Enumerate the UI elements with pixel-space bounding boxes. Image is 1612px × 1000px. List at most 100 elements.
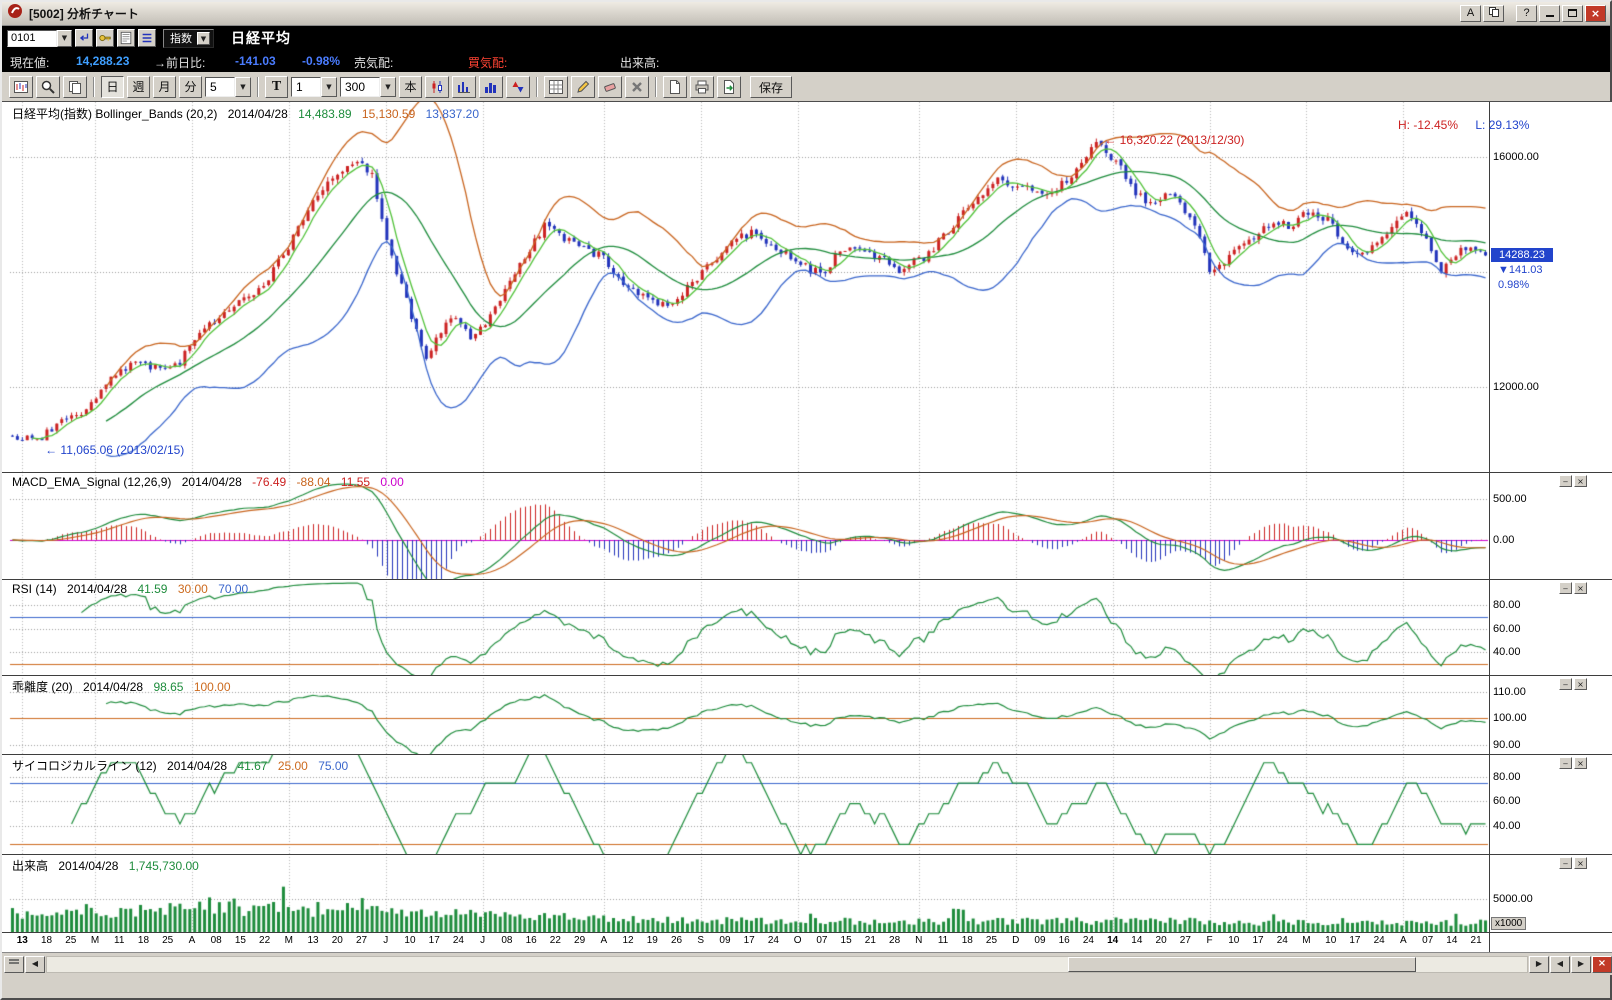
chart-settings-icon-button[interactable]: [9, 75, 33, 98]
draw-pencil-button[interactable]: [571, 75, 595, 98]
y-axis-label: 500.00: [1493, 492, 1527, 505]
magnifier-icon: [41, 80, 55, 94]
market-type-select[interactable]: 指数 ▼: [163, 28, 214, 48]
x-axis-label: 12: [622, 935, 634, 946]
bar-chart-style-button[interactable]: [452, 75, 476, 98]
panel-separator: [2, 754, 1612, 755]
maximize-button[interactable]: [1562, 5, 1583, 22]
period-minute-button[interactable]: 分: [179, 75, 202, 98]
x-axis-label: 17: [428, 935, 440, 946]
copy-image-button[interactable]: [663, 75, 687, 98]
interval-select[interactable]: 1 ▼: [291, 76, 337, 97]
copy-chart-icon-button[interactable]: [63, 75, 87, 98]
panel-close-button[interactable]: ×: [1574, 678, 1587, 690]
x-axis-label: 11: [937, 935, 949, 946]
period-week-button[interactable]: 週: [127, 75, 150, 98]
font-size-button[interactable]: A: [1460, 5, 1481, 22]
panel-minimize-button[interactable]: –: [1559, 475, 1572, 487]
x-axis-label: 25: [162, 935, 174, 946]
page-icon: [670, 79, 680, 94]
x-axis-label: 20: [1155, 935, 1167, 946]
period-day-button[interactable]: 日: [101, 75, 124, 98]
volume-chart-canvas[interactable]: [2, 854, 1489, 932]
rsi-chart-canvas[interactable]: [2, 579, 1489, 675]
pages-icon: [69, 80, 81, 94]
x-axis-label: 13: [16, 935, 28, 946]
x-axis-label: 08: [210, 935, 222, 946]
key-icon-button[interactable]: [96, 29, 114, 47]
panel-close-button[interactable]: ×: [1574, 857, 1587, 869]
symbol-code-input[interactable]: [7, 29, 57, 47]
enter-icon-button[interactable]: [75, 29, 93, 47]
macd-hist-value: 11.55: [340, 475, 371, 489]
bar-count-select[interactable]: 300 ▼: [340, 76, 396, 97]
panel-close-button[interactable]: ×: [1574, 757, 1587, 769]
zoom-icon-button[interactable]: [36, 75, 60, 98]
eraser-button[interactable]: [598, 75, 622, 98]
panel-close-button[interactable]: ×: [1574, 582, 1587, 594]
x-axis-label: 15: [234, 935, 246, 946]
scroll-grip-button[interactable]: [4, 955, 24, 973]
x-axis-label: 16: [525, 935, 537, 946]
minute-interval-select[interactable]: 5 ▼: [205, 76, 251, 97]
x-axis-label: 27: [355, 935, 368, 946]
panel-minimize-button[interactable]: –: [1559, 678, 1572, 690]
y-axis-label: 80.00: [1493, 599, 1521, 612]
dropdown-arrow-icon[interactable]: ▼: [321, 76, 337, 97]
dropdown-arrow-icon[interactable]: ▼: [380, 76, 396, 97]
macd-panel-controls: – ×: [1559, 475, 1587, 487]
low-percent-label: L: 29.13%: [1475, 118, 1530, 132]
minimize-button[interactable]: [1539, 5, 1560, 22]
scrollbar-track[interactable]: [46, 955, 1528, 973]
panel-minimize-button[interactable]: –: [1559, 757, 1572, 769]
scroll-right-button[interactable]: ▶: [1529, 955, 1549, 973]
x-axis-label: 29: [574, 935, 586, 946]
list-icon-button[interactable]: [138, 29, 156, 47]
y-axis-label: 16000.00: [1493, 150, 1539, 163]
main-panel-title: 日経平均(指数) Bollinger_Bands (20,2): [12, 107, 218, 121]
print-button[interactable]: [690, 75, 714, 98]
x-axis-label: 09: [719, 935, 731, 946]
code-dropdown-button[interactable]: ▼: [57, 29, 72, 47]
page-left-button[interactable]: ◀: [1550, 955, 1570, 973]
x-axis-label: M: [90, 935, 100, 946]
memo-icon-button[interactable]: [117, 29, 135, 47]
grid-toggle-button[interactable]: [544, 75, 568, 98]
macd-chart-canvas[interactable]: [2, 472, 1489, 579]
x-axis-label: 17: [1252, 935, 1264, 946]
x-axis-label: 21: [864, 935, 876, 946]
histogram-style-button[interactable]: [479, 75, 503, 98]
y-axis-label: 40.00: [1493, 646, 1521, 659]
title-bar[interactable]: [5002] 分析チャート A ? ×: [2, 2, 1610, 26]
period-month-button[interactable]: 月: [153, 75, 176, 98]
delete-drawings-button[interactable]: [625, 75, 649, 98]
save-button[interactable]: 保存: [750, 75, 793, 98]
help-button[interactable]: ?: [1516, 5, 1537, 22]
panel-minimize-button[interactable]: –: [1559, 857, 1572, 869]
candlestick-style-button[interactable]: [425, 75, 449, 98]
app-logo-icon: [7, 3, 23, 24]
updown-arrows-button[interactable]: [506, 75, 530, 98]
x-axis: 13 18 25 M 11 18 25 A 08 15 22 M 13 20 27 J 10 17 24 J 08 16 2…: [2, 935, 1612, 952]
x-axis-label: 10: [404, 935, 416, 946]
x-axis-label: 15: [840, 935, 852, 946]
psychological-chart-canvas[interactable]: [2, 754, 1489, 854]
close-button[interactable]: ×: [1585, 5, 1606, 22]
scrollbar-thumb[interactable]: [1068, 956, 1416, 972]
bars-unit-button[interactable]: 本: [399, 75, 422, 98]
scroll-left-button[interactable]: ◀: [25, 955, 45, 973]
export-button[interactable]: [717, 75, 741, 98]
close-chart-button[interactable]: ×: [1592, 955, 1612, 973]
bar-chart-icon: [458, 81, 470, 93]
x-axis-label: A: [1400, 935, 1407, 946]
window-copy-icon-button[interactable]: [1483, 5, 1504, 22]
change-label: →前日比:: [154, 56, 206, 70]
x-axis-label: J: [383, 935, 389, 946]
text-tool-button[interactable]: T: [265, 75, 288, 98]
panel-minimize-button[interactable]: –: [1559, 582, 1572, 594]
main-price-chart-canvas[interactable]: [2, 102, 1489, 472]
panel-close-button[interactable]: ×: [1574, 475, 1587, 487]
page-right-button[interactable]: ▶: [1571, 955, 1591, 973]
dropdown-arrow-icon[interactable]: ▼: [235, 76, 251, 97]
kairi-chart-canvas[interactable]: [2, 675, 1489, 754]
